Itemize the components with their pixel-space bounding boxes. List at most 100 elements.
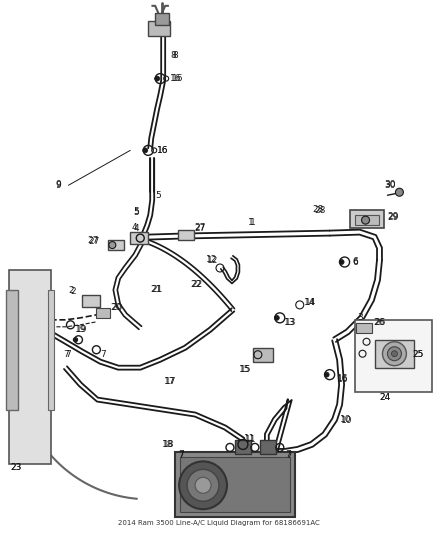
- Text: 25: 25: [413, 350, 424, 359]
- Bar: [355, 215, 379, 225]
- Text: 20: 20: [110, 303, 122, 312]
- Bar: [260, 440, 276, 455]
- Circle shape: [361, 216, 370, 224]
- Bar: [6, 290, 18, 409]
- Bar: [178, 230, 194, 240]
- Text: 14: 14: [305, 298, 316, 308]
- Text: 28: 28: [313, 205, 324, 214]
- Text: 7: 7: [178, 451, 184, 460]
- Text: 16: 16: [337, 375, 348, 384]
- Bar: [9, 270, 50, 464]
- Text: 1: 1: [250, 217, 256, 227]
- Text: 4: 4: [133, 224, 139, 232]
- Text: 23: 23: [11, 463, 22, 472]
- Text: 6: 6: [353, 257, 358, 266]
- Text: 14: 14: [304, 298, 315, 308]
- Text: 21: 21: [150, 286, 162, 294]
- Text: 30: 30: [385, 180, 396, 189]
- Text: 2014 Ram 3500 Line-A/C Liquid Diagram for 68186691AC: 2014 Ram 3500 Line-A/C Liquid Diagram fo…: [118, 520, 320, 526]
- Circle shape: [195, 478, 211, 493]
- Text: 6: 6: [353, 256, 358, 265]
- Bar: [82, 295, 100, 307]
- Text: 13: 13: [285, 318, 296, 327]
- Text: 16: 16: [157, 146, 169, 155]
- Text: 27: 27: [194, 224, 205, 232]
- Text: 29: 29: [388, 213, 399, 222]
- Text: 17: 17: [164, 377, 176, 386]
- Text: 16: 16: [157, 146, 169, 155]
- Text: 5: 5: [133, 208, 139, 217]
- Text: 19: 19: [74, 325, 86, 334]
- Text: 16: 16: [337, 374, 348, 383]
- Text: 19: 19: [75, 325, 87, 334]
- Text: 11: 11: [244, 434, 255, 443]
- Text: 4: 4: [131, 223, 137, 232]
- Text: 20: 20: [111, 303, 123, 312]
- Bar: [96, 308, 110, 318]
- Text: 7: 7: [285, 450, 290, 459]
- Text: 15: 15: [239, 365, 251, 374]
- Circle shape: [339, 260, 344, 264]
- Bar: [175, 453, 295, 517]
- Text: 18: 18: [162, 440, 174, 449]
- Text: 5: 5: [133, 207, 139, 216]
- Text: 26: 26: [374, 318, 385, 327]
- Circle shape: [382, 342, 406, 366]
- Text: 7: 7: [178, 450, 184, 459]
- Bar: [130, 232, 148, 244]
- Bar: [155, 13, 169, 25]
- Text: 30: 30: [385, 181, 396, 190]
- Bar: [235, 440, 251, 455]
- Text: 8: 8: [170, 51, 176, 60]
- Circle shape: [187, 470, 219, 501]
- Circle shape: [274, 316, 279, 320]
- Text: 17: 17: [165, 377, 177, 386]
- Text: 24: 24: [379, 393, 391, 402]
- Text: 7: 7: [286, 451, 292, 460]
- Text: 3: 3: [357, 313, 363, 322]
- Circle shape: [143, 148, 148, 153]
- Text: 15: 15: [240, 365, 251, 374]
- Text: 12: 12: [207, 255, 219, 264]
- Text: 23: 23: [11, 463, 22, 472]
- Text: 26: 26: [374, 318, 386, 327]
- Text: 28: 28: [314, 206, 326, 215]
- Bar: [253, 348, 273, 362]
- Circle shape: [396, 188, 403, 196]
- Text: 10: 10: [341, 416, 352, 425]
- Bar: [374, 340, 414, 368]
- Text: 27: 27: [88, 236, 99, 245]
- Text: 7: 7: [64, 350, 69, 359]
- Bar: [148, 21, 170, 36]
- Text: 27: 27: [88, 237, 100, 246]
- Circle shape: [109, 241, 116, 248]
- Text: 22: 22: [190, 280, 201, 289]
- Text: 16: 16: [170, 74, 182, 83]
- Text: 27: 27: [194, 223, 205, 232]
- Circle shape: [388, 347, 401, 361]
- Bar: [180, 457, 290, 512]
- Text: 5: 5: [155, 191, 161, 200]
- Text: 10: 10: [339, 415, 351, 424]
- Text: 8: 8: [172, 51, 178, 60]
- Circle shape: [392, 351, 397, 357]
- Circle shape: [155, 76, 160, 81]
- Bar: [355, 320, 432, 392]
- Circle shape: [74, 338, 78, 342]
- Text: 7: 7: [66, 350, 71, 359]
- Bar: [356, 323, 371, 333]
- Text: 2: 2: [71, 287, 76, 296]
- Bar: [108, 240, 124, 250]
- Text: 12: 12: [206, 255, 217, 263]
- Text: 11: 11: [245, 435, 256, 444]
- Bar: [350, 210, 385, 228]
- Text: 18: 18: [163, 440, 175, 449]
- Text: 16: 16: [172, 74, 184, 83]
- Text: 9: 9: [56, 180, 61, 189]
- Bar: [48, 290, 53, 409]
- Text: 29: 29: [388, 212, 399, 221]
- Text: 1: 1: [248, 217, 254, 227]
- Text: 7: 7: [100, 350, 106, 359]
- Text: 25: 25: [413, 350, 424, 359]
- Circle shape: [179, 462, 227, 509]
